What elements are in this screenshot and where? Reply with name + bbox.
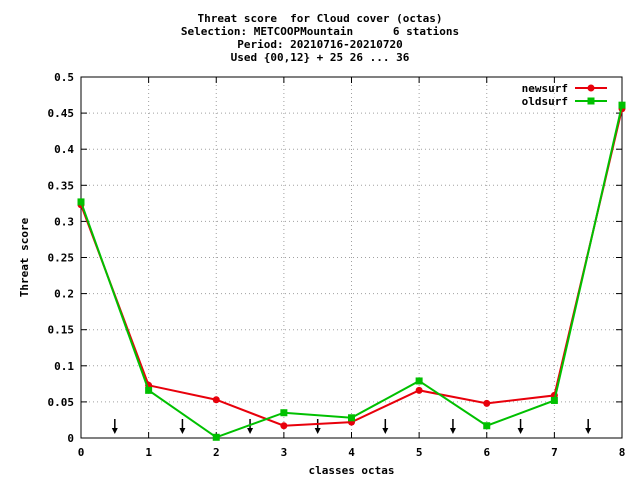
data-point-oldsurf: [348, 414, 355, 422]
arrow-marker-head: [247, 428, 254, 434]
y-tick-label: 0.45: [48, 107, 75, 120]
axis-ticks: 0 0.05 0.1 0.15 0.2 0.25 0.3 0.35 0.4 0.45 0.5 0 1 2 3…: [48, 71, 626, 459]
legend-label-oldsurf: oldsurf: [522, 95, 568, 108]
x-tick-label: 3: [281, 446, 288, 459]
series-lines: [77, 101, 626, 441]
legend-marker-oldsurf: [587, 97, 595, 105]
arrow-marker-head: [517, 428, 524, 434]
series-line-newsurf: [80, 108, 623, 427]
x-tick-label: 6: [483, 446, 490, 459]
y-tick-label: 0.05: [48, 396, 75, 409]
data-point-newsurf: [280, 422, 288, 430]
data-point-oldsurf: [145, 386, 153, 394]
y-tick-label: 0.15: [48, 324, 75, 337]
y-tick-label: 0.3: [54, 215, 74, 228]
grid: [81, 77, 622, 438]
chart-title-line-4: Used {00,12} + 25 26 ... 36: [230, 51, 410, 64]
data-point-oldsurf: [212, 433, 220, 441]
arrow-marker-head: [314, 428, 321, 434]
y-axis-label: Threat score: [18, 217, 31, 297]
arrow-marker-head: [382, 428, 389, 434]
y-tick-label: 0.1: [54, 360, 74, 373]
chart-title-line-2: Selection: METCOOPMountain 6 stations: [180, 25, 460, 38]
arrow-marker-head: [449, 428, 456, 434]
data-point-newsurf: [415, 386, 423, 394]
data-point-oldsurf: [618, 101, 626, 109]
arrow-marker-head: [585, 428, 592, 434]
data-point-newsurf: [212, 396, 220, 404]
chart-title-line-1: Threat score for Cloud cover (octas): [197, 12, 443, 25]
y-tick-label: 0.5: [54, 71, 74, 84]
y-tick-label: 0.2: [54, 288, 74, 301]
arrow-markers: [111, 419, 592, 434]
arrow-marker-head: [179, 428, 186, 434]
y-tick-label: 0.4: [54, 143, 74, 156]
x-tick-label: 2: [213, 446, 220, 459]
x-axis-label: classes octas: [308, 464, 394, 477]
y-tick-label: 0.35: [48, 179, 75, 192]
x-tick-label: 4: [348, 446, 355, 459]
legend-label-newsurf: newsurf: [522, 82, 568, 95]
data-point-newsurf: [483, 399, 491, 407]
arrow-marker-head: [111, 428, 118, 434]
chart-title-line-3: Period: 20210716-20210720: [237, 38, 403, 51]
data-point-oldsurf: [483, 422, 491, 430]
y-tick-label: 0.25: [48, 252, 75, 265]
x-tick-label: 5: [416, 446, 423, 459]
x-tick-label: 1: [145, 446, 152, 459]
x-tick-label: 0: [78, 446, 85, 459]
data-point-oldsurf: [550, 396, 558, 404]
x-tick-label: 7: [551, 446, 558, 459]
data-point-oldsurf: [280, 409, 288, 417]
legend-marker-newsurf: [587, 84, 595, 92]
data-point-oldsurf: [415, 377, 423, 385]
y-tick-label: 0: [67, 432, 74, 445]
data-point-oldsurf: [77, 198, 85, 206]
x-tick-label: 8: [619, 446, 626, 459]
